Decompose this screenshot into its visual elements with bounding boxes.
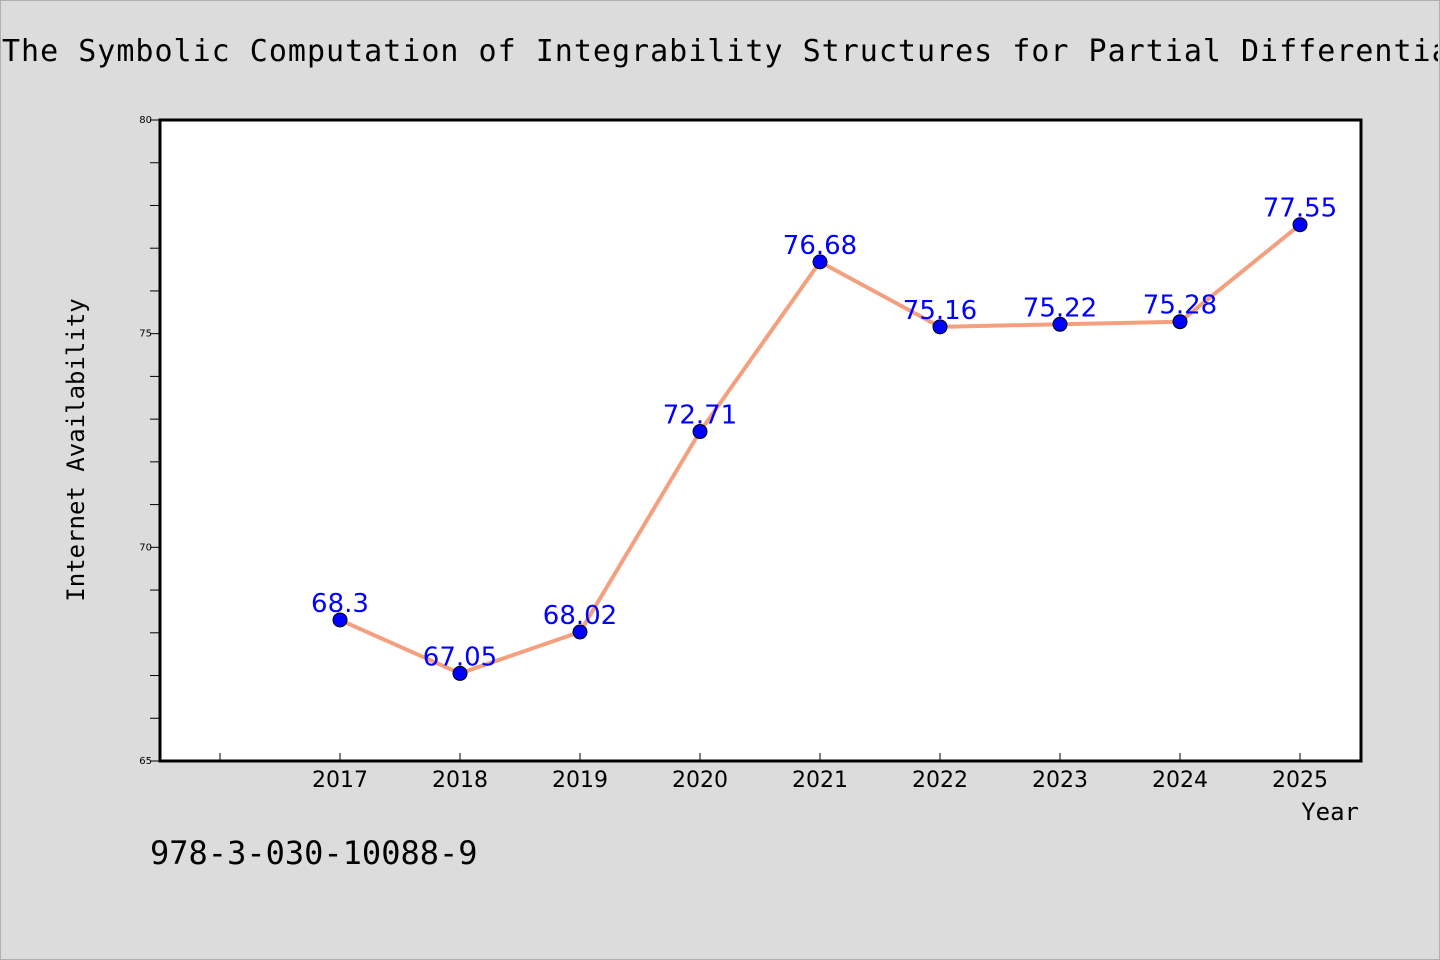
series-markers — [332, 217, 1308, 681]
plot-area — [158, 118, 1363, 763]
data-point — [692, 424, 708, 440]
x-axis-ticks: 2017 2018 2019 2020 2021 2022 2023 2024 2025 — [219, 753, 1328, 793]
isbn-text: 978-3-030-10088-9 — [150, 834, 478, 872]
data-label: 75.16 — [903, 296, 977, 326]
data-point — [1172, 314, 1188, 330]
data-point — [812, 254, 828, 270]
x-tick-label: 2018 — [432, 768, 488, 793]
x-tick-label: 2019 — [552, 768, 608, 793]
x-tick-label: 2022 — [912, 768, 968, 793]
x-tick-label: 2023 — [1032, 768, 1088, 793]
data-label: 72.71 — [663, 401, 737, 431]
data-label: 75.28 — [1143, 291, 1217, 321]
y-tick-label: 75 — [139, 329, 152, 340]
data-point — [452, 665, 468, 681]
data-labels: 68.3 67.05 68.02 72.71 76.68 75.16 75.22 75.28 7… — [311, 194, 1337, 673]
x-tick-label: 2021 — [792, 768, 848, 793]
data-label: 67.05 — [423, 642, 497, 672]
chart-title: The Symbolic Computation of Integrabilit… — [2, 34, 1438, 69]
y-tick-label: 70 — [139, 542, 152, 553]
data-point — [572, 624, 588, 640]
y-tick-label: 65 — [139, 756, 152, 767]
data-point — [1052, 316, 1068, 332]
y-axis-ticks: 65 70 75 80 — [139, 115, 160, 767]
x-axis-label: Year — [1301, 798, 1359, 826]
data-point — [932, 319, 948, 335]
data-label: 75.22 — [1023, 293, 1097, 323]
y-tick-label: 80 — [139, 115, 152, 126]
x-tick-label: 2020 — [672, 768, 728, 793]
x-tick-label: 2024 — [1152, 768, 1208, 793]
data-label: 68.3 — [311, 589, 369, 619]
x-tick-label: 2017 — [312, 768, 368, 793]
data-point — [332, 612, 348, 628]
y-axis-label: Internet Availability — [62, 298, 90, 601]
data-point — [1292, 217, 1308, 233]
data-label: 77.55 — [1263, 194, 1337, 224]
x-tick-label: 2025 — [1272, 768, 1328, 793]
data-label: 68.02 — [543, 601, 617, 631]
data-label: 76.68 — [783, 231, 857, 261]
